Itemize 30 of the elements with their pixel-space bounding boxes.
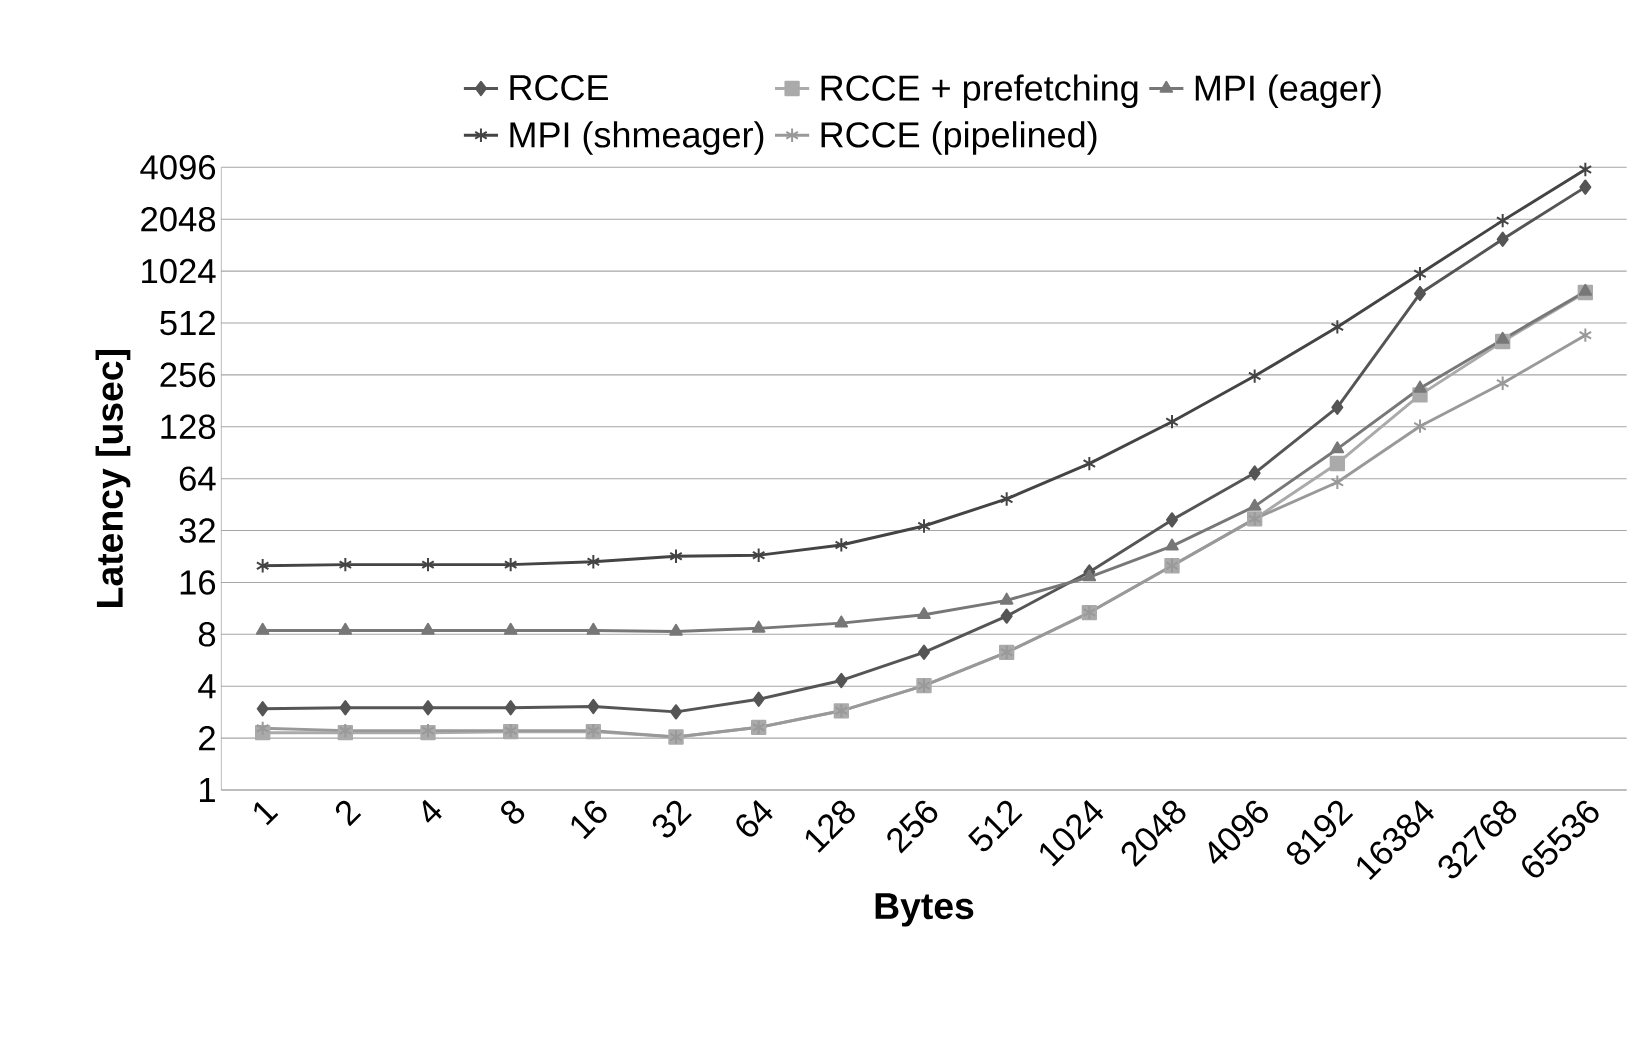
y-tick-label: 4096 (140, 155, 216, 180)
x-tick-label: 512 (968, 800, 1023, 852)
y-tick-label: 8 (198, 622, 216, 647)
legend-label: RCCE (pipelined) (821, 121, 1097, 155)
x-tick-label: 1 (254, 801, 279, 826)
legend-label: RCCE + prefetching (821, 74, 1138, 108)
x-axis-title: Bytes (875, 893, 974, 927)
y-tick-label: 64 (179, 466, 216, 491)
legend-label: MPI (eager) (1195, 74, 1381, 108)
y-tick-label: 2 (199, 726, 215, 751)
y-tick-label: 32 (179, 518, 215, 543)
y-tick-label: 1024 (142, 258, 216, 284)
x-tick-label: 2 (335, 800, 362, 827)
x-tick-label: 128 (805, 800, 855, 853)
x-tick-label: 4 (422, 799, 442, 823)
x-tick-label: 256 (887, 800, 938, 854)
x-tick-label: 16 (571, 800, 607, 840)
x-tick-label: 64 (736, 800, 773, 837)
y-tick-label: 256 (160, 362, 216, 388)
y-tick-label: 2048 (141, 206, 216, 232)
y-axis-title: Latency [usec] (95, 350, 131, 607)
y-tick-label: 1 (199, 778, 215, 802)
legend-label: MPI (shmeager) (510, 121, 764, 155)
y-tick-label: 4 (198, 674, 216, 699)
y-tick-label: 512 (160, 310, 215, 336)
y-tick-label: 128 (161, 414, 216, 440)
x-tick-label: 8 (501, 800, 525, 824)
legend-label: RCCE (510, 74, 608, 101)
y-tick-label: 16 (180, 570, 216, 595)
x-tick-label: 32 (652, 800, 692, 838)
